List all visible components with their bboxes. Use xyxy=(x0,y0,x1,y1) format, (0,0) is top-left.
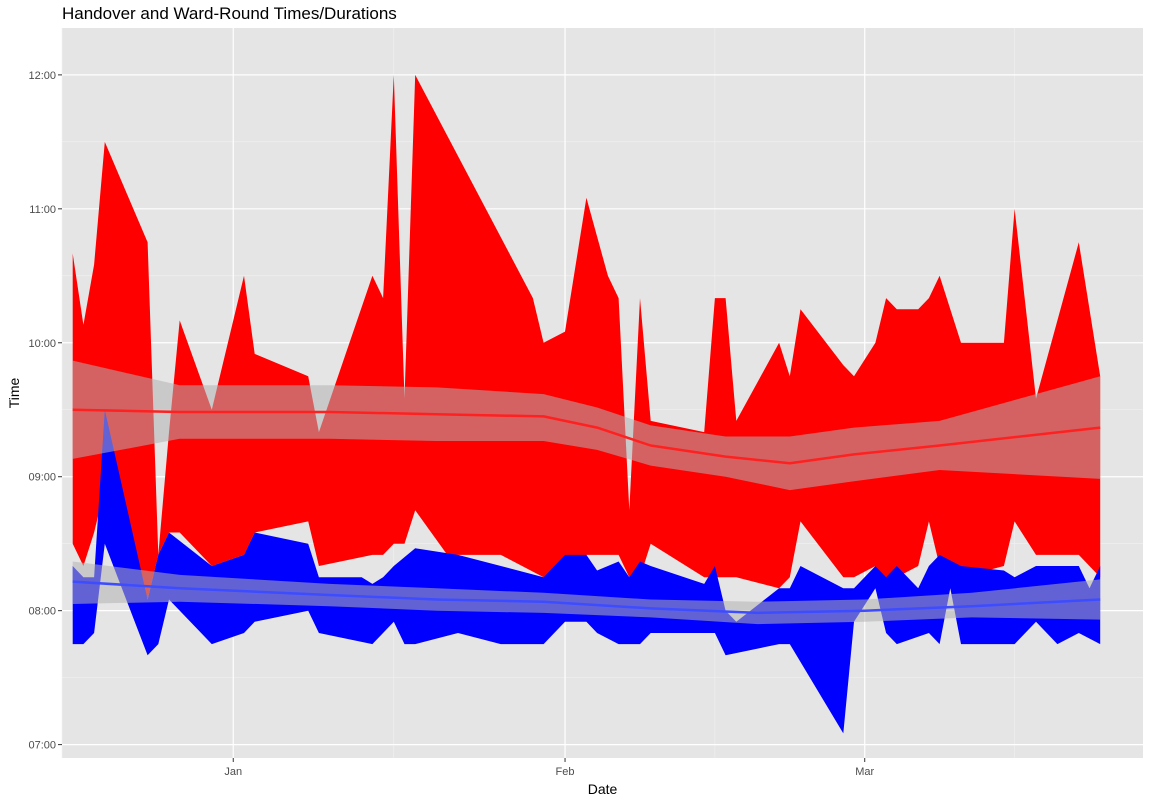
trend-line xyxy=(72,580,1101,615)
y-tick-label: 12:00 xyxy=(28,70,56,82)
y-tick-label: 11:00 xyxy=(29,204,56,216)
axes: Jan Feb Mar 07:00 08:00 09:00 10:00 11:00 12:00 xyxy=(28,70,874,778)
y-tick-label: 08:00 xyxy=(28,606,56,618)
y-axis-title: Time xyxy=(6,377,22,408)
y-tick-label: 07:00 xyxy=(28,740,56,752)
x-tick-label: Mar xyxy=(855,766,874,778)
x-tick-label: Feb xyxy=(556,766,575,778)
confidence-band xyxy=(72,561,1101,625)
y-tick-label: 09:00 xyxy=(28,472,56,484)
y-tick-label: 10:00 xyxy=(28,338,56,350)
data-layer xyxy=(72,74,1101,734)
ribbon-area xyxy=(72,409,1101,734)
trend-line xyxy=(72,408,1101,465)
x-tick-label: Jan xyxy=(224,766,242,778)
x-axis-title: Date xyxy=(588,781,618,797)
chart-title: Handover and Ward-Round Times/Durations xyxy=(62,4,397,23)
